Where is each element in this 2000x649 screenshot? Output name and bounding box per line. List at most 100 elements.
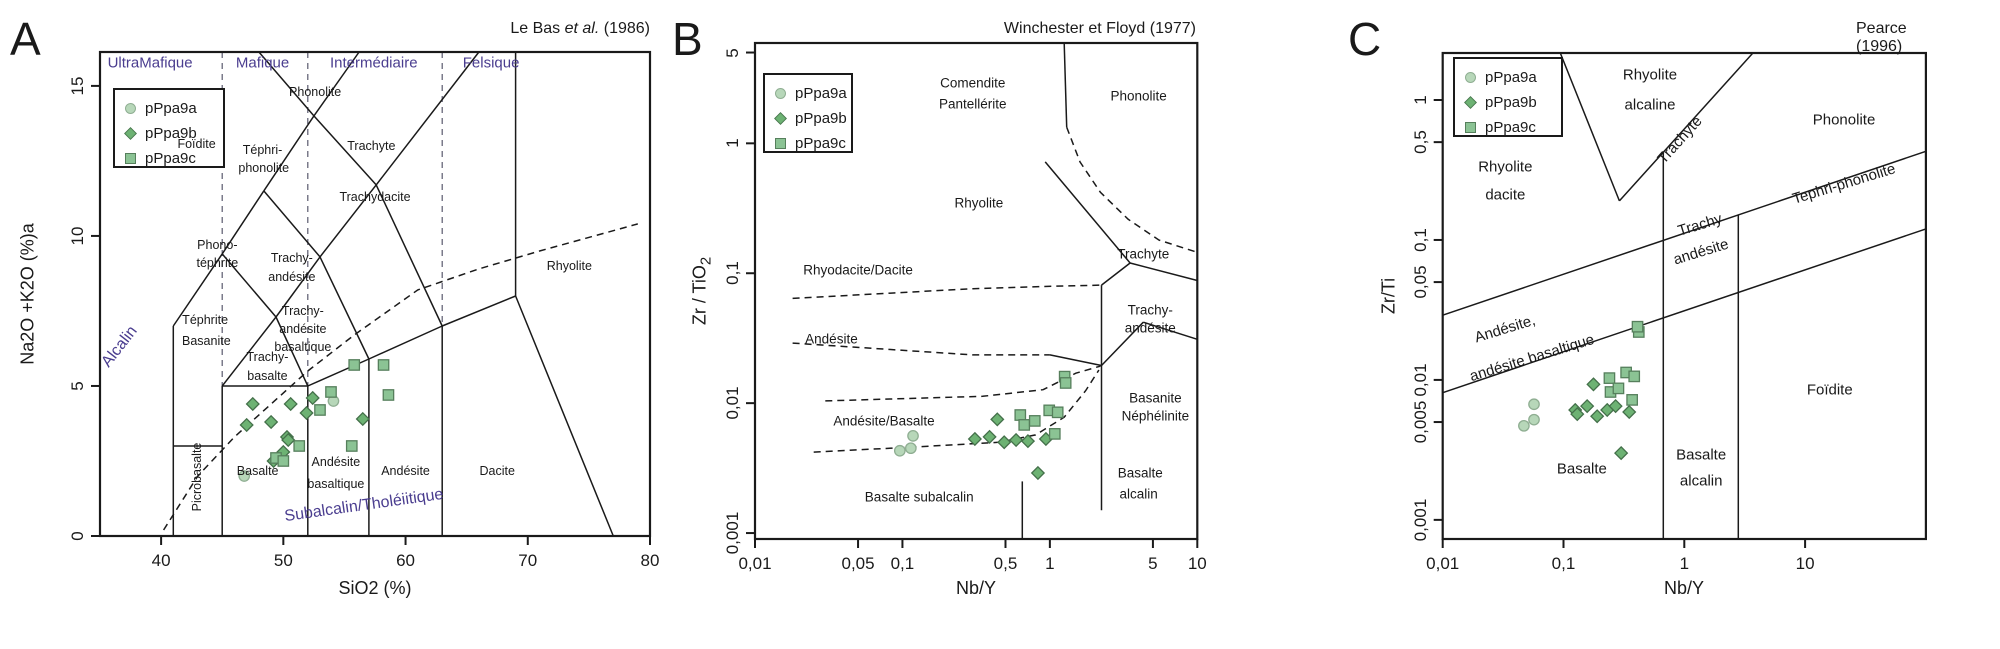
field-boundary-line bbox=[313, 115, 377, 186]
region-label: Andésite/Basalte bbox=[833, 413, 935, 429]
region-label: téphrite bbox=[196, 255, 239, 270]
data-point bbox=[1030, 465, 1046, 481]
legend-label: pPpa9b bbox=[795, 110, 847, 127]
y-tick-label: 5 bbox=[68, 381, 87, 391]
x-tick-label: 50 bbox=[273, 551, 293, 570]
y-tick-label: 0,05 bbox=[1410, 265, 1430, 299]
diamond-marker-icon bbox=[774, 112, 787, 125]
field-boundary-line bbox=[1063, 43, 1068, 128]
data-point bbox=[1014, 409, 1027, 421]
dashed-boundary-line bbox=[162, 223, 638, 531]
data-point bbox=[1059, 377, 1072, 389]
field-boundary-line bbox=[1044, 161, 1131, 264]
data-point bbox=[1528, 413, 1540, 426]
data-point bbox=[1008, 432, 1024, 448]
legend-item: pPpa9b bbox=[1464, 90, 1561, 115]
legend-item: pPpa9c bbox=[125, 146, 223, 171]
data-point bbox=[1051, 406, 1064, 419]
data-point bbox=[1020, 434, 1036, 449]
plot-frame bbox=[98, 50, 652, 538]
legend-label: pPpa9c bbox=[1485, 119, 1536, 136]
field-boundary-line bbox=[275, 256, 321, 318]
y-tick-label: 15 bbox=[68, 76, 87, 96]
y-tick-label: 0,1 bbox=[723, 261, 742, 286]
region-label: andésite bbox=[268, 270, 316, 285]
data-point bbox=[904, 442, 917, 455]
data-point bbox=[1631, 320, 1644, 333]
circle-marker-icon bbox=[1465, 72, 1476, 83]
legend-label: pPpa9a bbox=[1485, 69, 1537, 86]
title-text: Winchester et Floyd (1977) bbox=[1003, 20, 1196, 37]
field-boundary-line bbox=[1049, 354, 1102, 367]
data-point bbox=[1614, 445, 1629, 461]
x-tick-label: 0,1 bbox=[890, 554, 915, 573]
region-label: Trachyte bbox=[347, 138, 396, 153]
region-label: andésite bbox=[279, 321, 327, 336]
region-label: Néphélinite bbox=[1121, 408, 1190, 424]
region-label: Andésite bbox=[805, 331, 858, 347]
data-point bbox=[281, 432, 296, 448]
region-label: Rhyolite bbox=[1478, 158, 1533, 176]
data-point bbox=[299, 405, 314, 421]
data-point bbox=[277, 455, 290, 467]
title-text: Pearce (1996) bbox=[1856, 20, 1907, 55]
data-point bbox=[305, 390, 320, 406]
data-point bbox=[355, 411, 370, 427]
panel-a-letter: A bbox=[10, 13, 41, 65]
y-tick-label: 1 bbox=[1410, 95, 1430, 105]
region-label: Foïdite bbox=[1806, 381, 1853, 399]
field-boundary-line bbox=[1101, 262, 1131, 286]
y-label-sub: 2 bbox=[697, 256, 715, 266]
y-label-text: Zr / TiO bbox=[689, 265, 710, 326]
diamond-marker-icon bbox=[1464, 96, 1477, 109]
data-point bbox=[967, 431, 982, 447]
region-label: basaltique bbox=[274, 339, 332, 354]
legend-label: pPpa9c bbox=[795, 135, 846, 152]
region-label: phonolite bbox=[238, 161, 290, 176]
data-point bbox=[907, 430, 919, 442]
legend-item: pPpa9c bbox=[1465, 115, 1561, 140]
region-label: UltraMafique bbox=[107, 54, 193, 72]
field-boundary-line bbox=[441, 295, 516, 327]
panel-c-title: Pearce (1996) bbox=[1856, 20, 1928, 56]
region-label: Téphrite bbox=[182, 312, 229, 327]
data-point bbox=[283, 396, 298, 412]
data-point bbox=[1612, 382, 1625, 395]
data-point bbox=[1028, 415, 1041, 427]
x-tick-label: 80 bbox=[640, 551, 660, 570]
legend-item: pPpa9c bbox=[775, 131, 851, 156]
x-tick-label: 0,05 bbox=[841, 554, 875, 573]
region-label: alcalin bbox=[1679, 472, 1723, 490]
dashed-boundary-line bbox=[792, 284, 1102, 300]
field-boundary-line bbox=[368, 325, 443, 360]
x-tick-label: 5 bbox=[1148, 554, 1158, 573]
field-boundary-line bbox=[514, 295, 614, 537]
region-label: Phonolite bbox=[1812, 111, 1876, 129]
panel-a-y-axis-label: Na2O +K2O (%)a bbox=[18, 223, 43, 365]
region-label: Basalte subalcalin bbox=[864, 489, 974, 505]
data-point bbox=[1018, 419, 1031, 431]
region-label: Rhyolite bbox=[1622, 66, 1678, 84]
data-point bbox=[1570, 406, 1585, 422]
data-point bbox=[893, 444, 906, 457]
legend-item: pPpa9b bbox=[774, 106, 851, 131]
data-point bbox=[382, 389, 395, 401]
data-point bbox=[345, 440, 358, 452]
region-label: basalte bbox=[247, 369, 288, 384]
x-tick-label: 60 bbox=[396, 551, 416, 570]
data-point bbox=[325, 386, 337, 398]
x-tick-label: 40 bbox=[151, 551, 171, 570]
region-label: Rhyodacite/Dacite bbox=[803, 262, 913, 278]
region-label: Basalte bbox=[1556, 460, 1607, 478]
region-label: Phonolite bbox=[289, 84, 342, 99]
field-boundary-line bbox=[1129, 262, 1198, 282]
data-point bbox=[293, 440, 306, 452]
x-tick-label: 10 bbox=[1795, 554, 1815, 573]
panel-b-title: Winchester et Floyd (1977) bbox=[1004, 20, 1196, 38]
legend-label: pPpa9b bbox=[145, 125, 197, 142]
data-point bbox=[1603, 372, 1616, 384]
y-tick-label: 0,001 bbox=[723, 511, 742, 555]
field-boundary-line bbox=[263, 115, 315, 192]
panel-b-legend: pPpa9a pPpa9b pPpa9c bbox=[763, 73, 853, 153]
